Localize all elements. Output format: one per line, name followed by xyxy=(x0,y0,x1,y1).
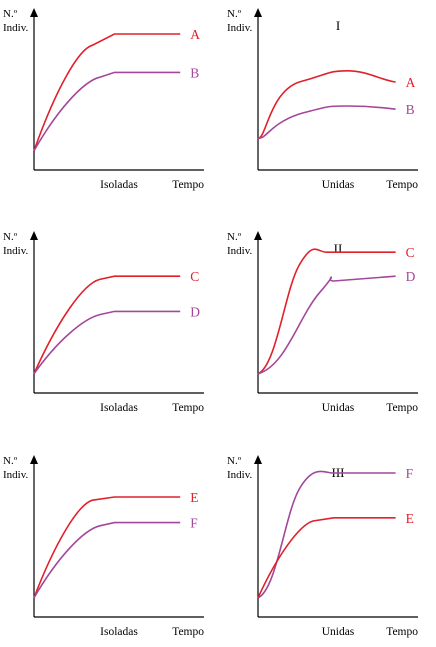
y-axis-label-line1: N.º xyxy=(3,231,18,243)
series-label-D: D xyxy=(406,269,416,284)
series-label-E: E xyxy=(190,490,198,505)
chart-panel-1: N.º Indiv. Isoladas Tempo A B xyxy=(3,8,204,191)
y-axis-label-line1: N.º xyxy=(227,455,242,467)
series-label-B: B xyxy=(406,102,415,117)
panel-numeral: II xyxy=(334,241,343,256)
series-label-A: A xyxy=(406,75,416,90)
x-axis-time-label: Tempo xyxy=(172,179,204,191)
series-line-A xyxy=(33,33,181,152)
series-label-B: B xyxy=(190,65,199,80)
x-axis-label: Isoladas xyxy=(100,402,138,414)
series-label-F: F xyxy=(406,466,414,481)
x-axis-time-label: Tempo xyxy=(172,626,204,638)
series-line-F xyxy=(33,521,181,599)
series-label-C: C xyxy=(406,245,415,260)
panel-numeral: I xyxy=(336,18,340,33)
y-axis-arrow-icon xyxy=(254,455,262,464)
y-axis-label-line2: Indiv. xyxy=(227,245,253,257)
x-axis-label: Unidas xyxy=(322,402,355,414)
y-axis-label-line1: N.º xyxy=(3,8,18,20)
chart-panel-5: N.º Indiv. Isoladas Tempo EF xyxy=(3,455,204,638)
y-axis-label-line2: Indiv. xyxy=(227,22,253,34)
y-axis-label-line2: Indiv. xyxy=(227,469,253,481)
series-label-E: E xyxy=(406,511,414,526)
y-axis-label-line2: Indiv. xyxy=(3,469,29,481)
series-label-A: A xyxy=(190,27,200,42)
series-line-E xyxy=(257,517,396,599)
series-line-D xyxy=(33,310,181,375)
series-label-F: F xyxy=(190,516,198,531)
series-line-B xyxy=(257,105,396,139)
y-axis-arrow-icon xyxy=(254,8,262,17)
series-label-C: C xyxy=(190,269,199,284)
y-axis-label-line1: N.º xyxy=(227,8,242,20)
y-axis-label-line2: Indiv. xyxy=(3,245,29,257)
series-line-E xyxy=(33,496,181,599)
series-line-B xyxy=(33,71,181,152)
x-axis-time-label: Tempo xyxy=(386,402,418,414)
series-line-F xyxy=(257,470,396,599)
y-axis-arrow-icon xyxy=(254,231,262,240)
series-label-D: D xyxy=(190,304,200,319)
y-axis-label-line1: N.º xyxy=(227,231,242,243)
series-line-C xyxy=(33,275,181,375)
y-axis-arrow-icon xyxy=(30,231,38,240)
y-axis-arrow-icon xyxy=(30,8,38,17)
x-axis-time-label: Tempo xyxy=(386,179,418,191)
x-axis-label: Unidas xyxy=(322,626,355,638)
series-line-C xyxy=(257,248,396,375)
chart-panel-3: N.º Indiv. Isoladas Tempo C D xyxy=(3,231,204,414)
y-axis-label-line1: N.º xyxy=(3,455,18,467)
x-axis-time-label: Tempo xyxy=(172,402,204,414)
x-axis-label: Unidas xyxy=(322,179,355,191)
y-axis-arrow-icon xyxy=(30,455,38,464)
y-axis-label-line2: Indiv. xyxy=(3,22,29,34)
chart-panel-2: N.º Indiv. Unidas Tempo I AB xyxy=(227,8,418,191)
x-axis-label: Isoladas xyxy=(100,179,138,191)
series-line-A xyxy=(257,69,396,139)
chart-panel-4: N.º Indiv. Unidas Tempo II CD xyxy=(227,231,418,414)
x-axis-label: Isoladas xyxy=(100,626,138,638)
x-axis-time-label: Tempo xyxy=(386,626,418,638)
series-line-D xyxy=(257,275,396,375)
